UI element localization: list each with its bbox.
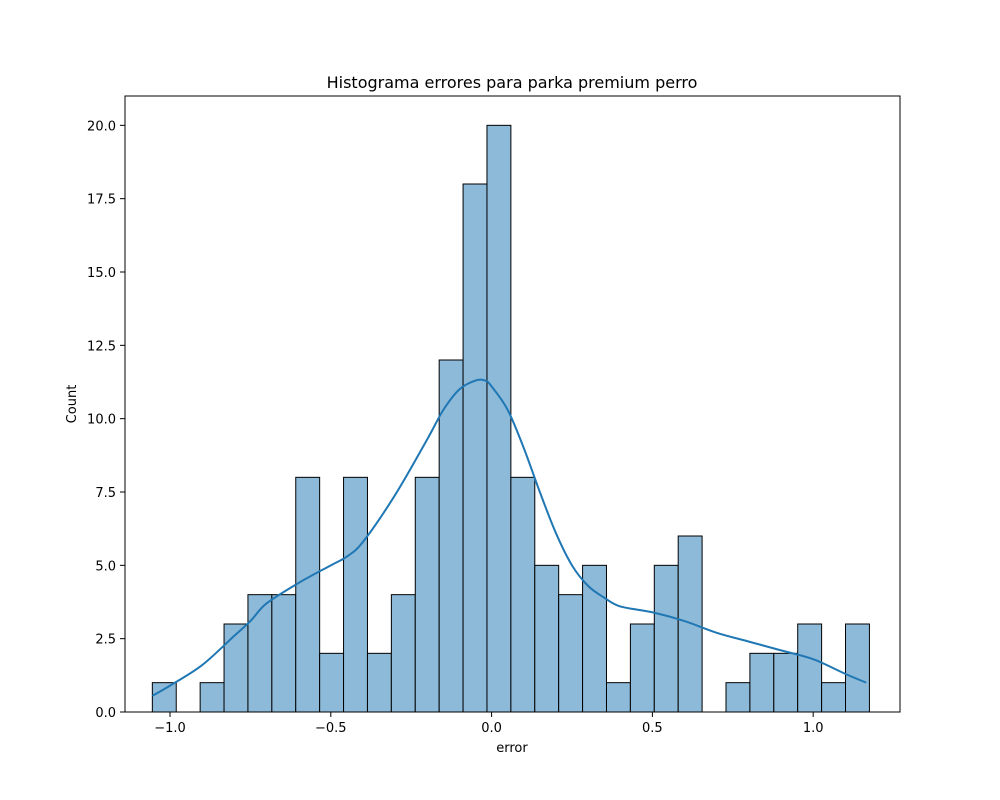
chart-title: Histograma errores para parka premium pe… [327,73,698,92]
histogram-bar [366,652,392,713]
y-tick-label: 17.5 [87,193,116,208]
x-tick-label: 1.0 [803,721,824,736]
y-axis-label: Count [65,385,80,424]
x-axis-label: error [496,741,528,756]
histogram-bar [343,476,368,713]
histogram-bar [725,682,751,713]
x-axis-ticks: −1.0 −0.5 0.0 0.5 1.0 [154,712,824,736]
histogram-bar [271,594,297,713]
x-tick-label: −0.5 [315,721,347,736]
x-tick-label: 0.0 [481,721,502,736]
y-tick-label: 20.0 [87,119,116,134]
histogram-bar [653,564,679,713]
plot-frame [124,95,901,713]
histogram-bar [319,652,345,713]
x-tick-label: −1.0 [154,721,186,736]
kde-curve [151,378,867,697]
histogram-bar [797,623,823,713]
histogram-bar [390,594,416,713]
histogram-bar [438,359,464,713]
y-tick-label: 5.0 [95,559,116,574]
x-tick-label: 0.5 [642,721,663,736]
histogram-bar [414,476,440,713]
histogram-bar [510,476,536,713]
histogram-bar [605,682,631,713]
y-tick-label: 0.0 [95,706,116,721]
histogram-bar [845,623,870,713]
histogram-bar [558,594,584,713]
y-tick-label: 7.5 [95,486,116,501]
histogram-bar [223,623,249,713]
histogram-bar [534,564,560,713]
y-axis-ticks: 0.0 2.5 5.0 7.5 10.0 12.5 15.0 17.5 20.0 [87,119,125,721]
y-tick-label: 10.0 [87,413,116,428]
y-tick-label: 2.5 [95,633,116,648]
histogram-bar [749,652,775,713]
histogram-bar [629,623,655,713]
y-tick-label: 15.0 [87,266,116,281]
histogram-bar [773,652,799,713]
histogram-bar [486,124,512,713]
histogram-bar [821,682,847,713]
histogram-bar [247,594,273,713]
histogram-bar [199,682,225,713]
histogram-bar [295,476,321,713]
histogram-bar [151,682,177,713]
histogram-bar [462,183,488,713]
y-tick-label: 12.5 [87,339,116,354]
histogram-bar [582,564,607,713]
